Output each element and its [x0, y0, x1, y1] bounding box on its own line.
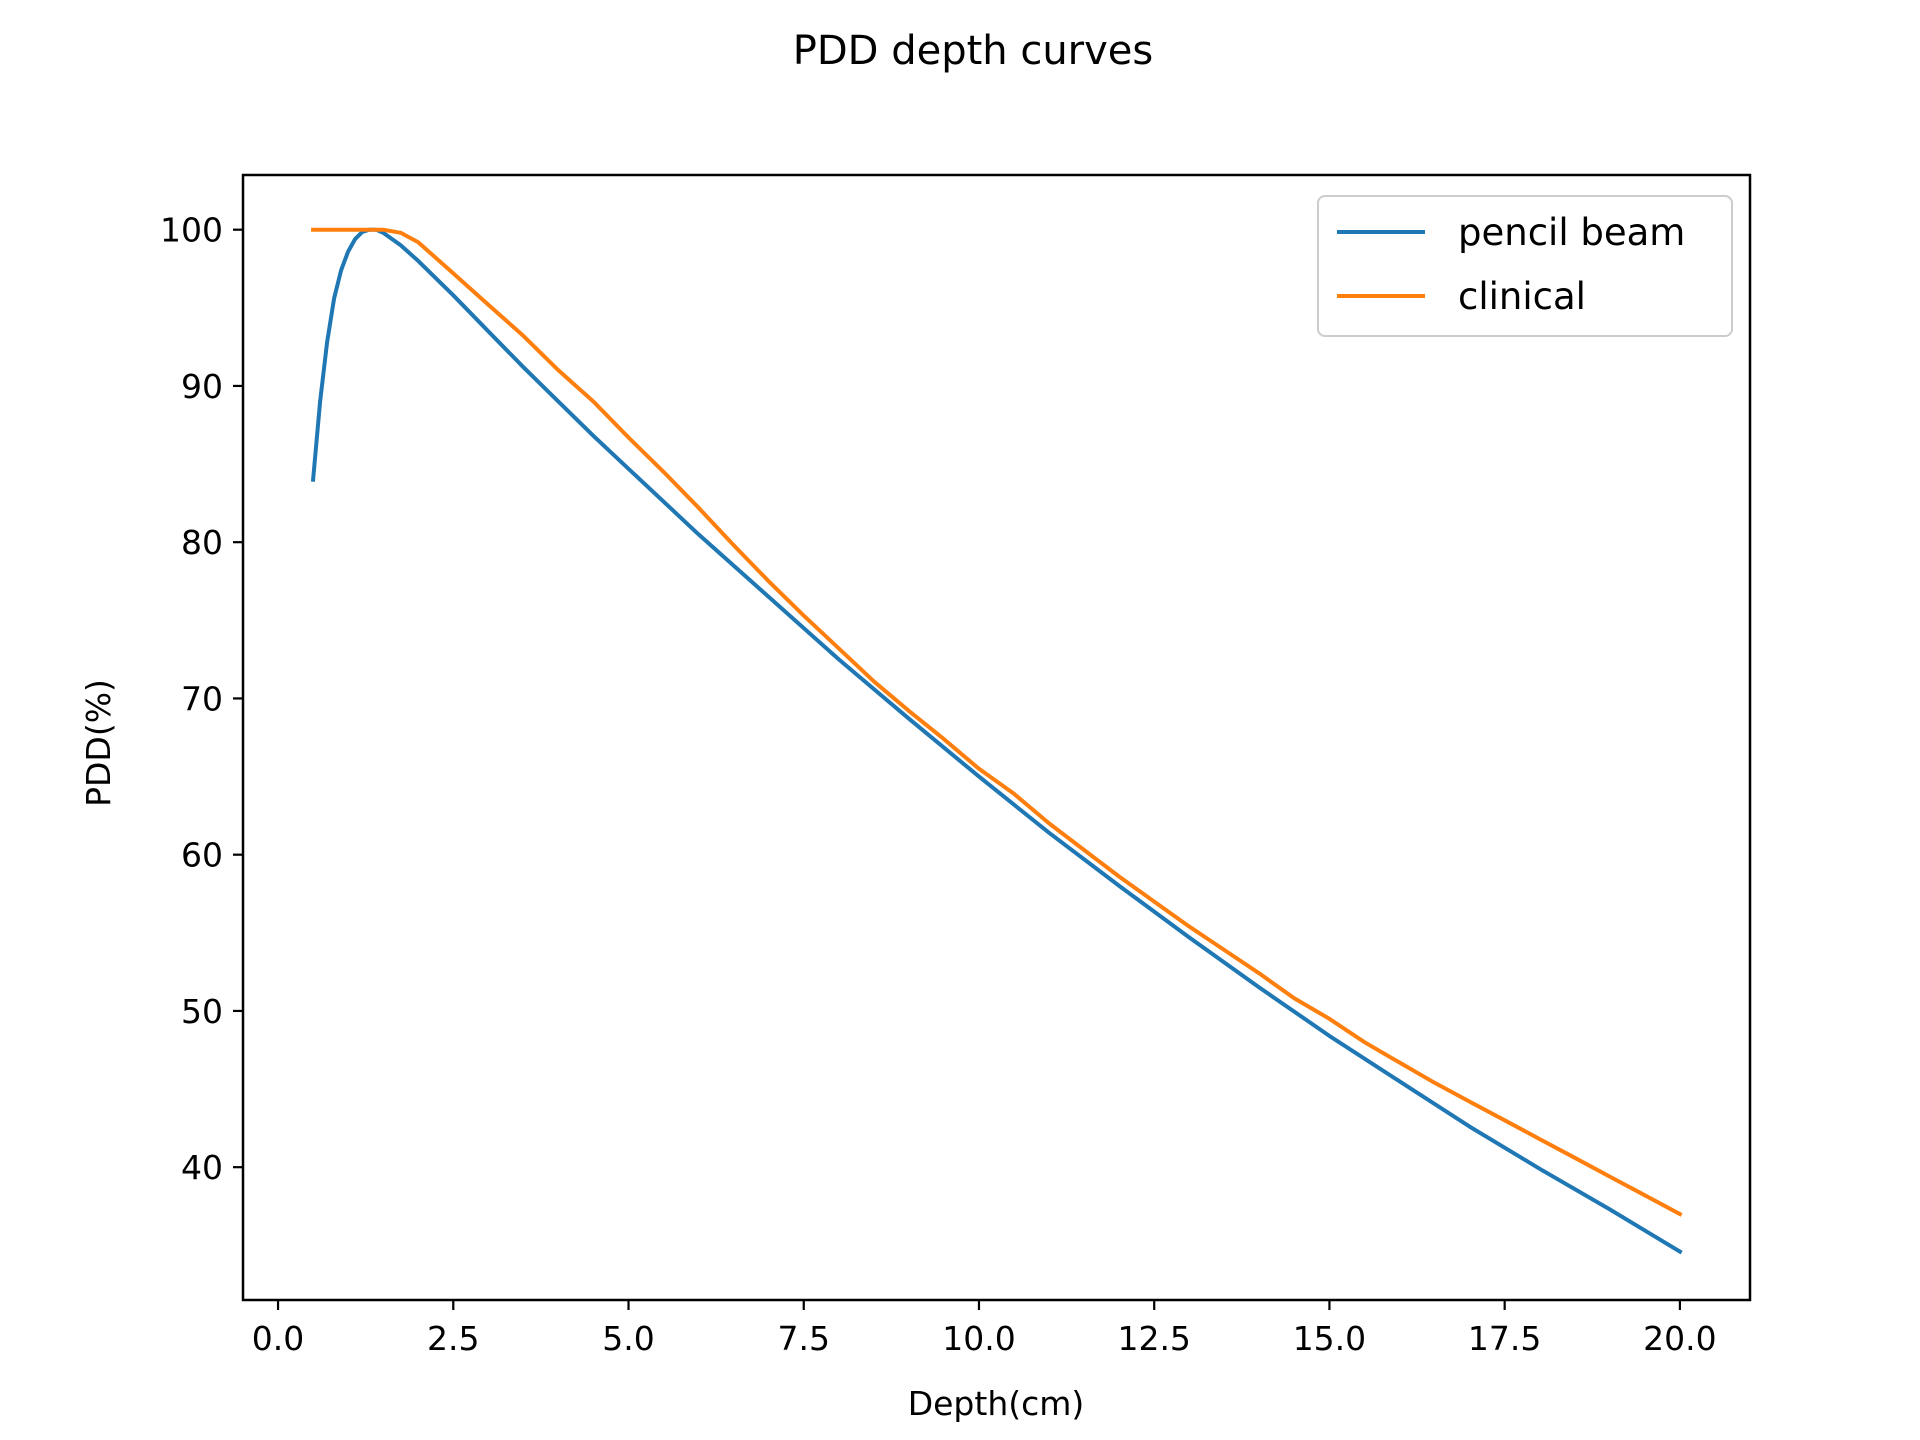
plot-frame — [241, 173, 1752, 1302]
legend: pencil beam clinical — [1317, 195, 1733, 337]
x-tick-label: 7.5 — [778, 1319, 830, 1358]
plot-area — [310, 227, 1683, 1255]
y-tick-label: 90 — [181, 367, 223, 406]
x-axis: 0.0 2.5 5.0 7.5 10.0 12.5 15.0 17.5 20.0 — [252, 1300, 1717, 1358]
y-tick-label: 50 — [181, 992, 223, 1031]
x-tick-label: 17.5 — [1468, 1319, 1541, 1358]
x-tick-label: 5.0 — [602, 1319, 654, 1358]
legend-label-0: pencil beam — [1458, 211, 1685, 254]
x-tick-label: 15.0 — [1293, 1319, 1366, 1358]
series-line-0 — [310, 227, 1683, 1255]
y-tick-label: 100 — [160, 211, 223, 250]
x-axis-title: Depth(cm) — [908, 1384, 1085, 1423]
y-axis: 40 50 60 70 80 90 100 — [160, 211, 243, 1187]
legend-label-1: clinical — [1458, 275, 1586, 318]
y-tick-label: 60 — [181, 836, 223, 875]
y-tick-label: 40 — [181, 1148, 223, 1187]
y-tick-label: 70 — [181, 679, 223, 718]
y-axis-title: PDD(%) — [79, 679, 118, 807]
chart-title: PDD depth curves — [793, 28, 1154, 74]
x-tick-label: 10.0 — [942, 1319, 1015, 1358]
x-tick-label: 20.0 — [1643, 1319, 1716, 1358]
x-tick-label: 12.5 — [1117, 1319, 1190, 1358]
series-line-1 — [311, 227, 1683, 1217]
x-tick-label: 2.5 — [427, 1319, 479, 1358]
y-tick-label: 80 — [181, 523, 223, 562]
x-tick-label: 0.0 — [252, 1319, 304, 1358]
